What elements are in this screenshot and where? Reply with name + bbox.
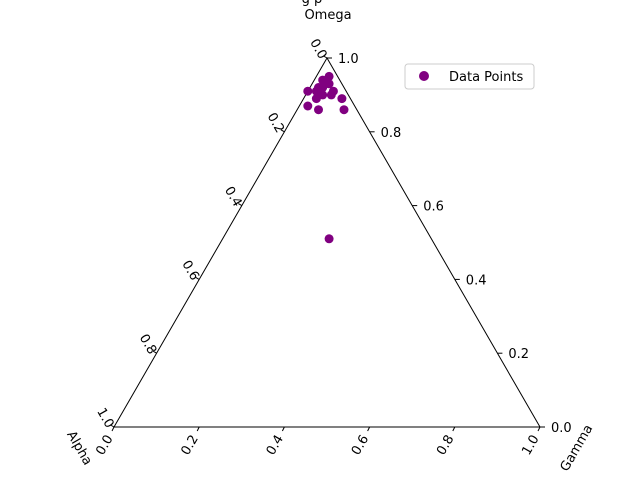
bottom-axis-ticks: 0.0 0.2 0.4 0.6 0.8 1.0 — [93, 426, 543, 458]
data-point — [303, 86, 313, 96]
axis-label-omega: Omega — [304, 8, 351, 23]
data-point — [314, 105, 323, 115]
left-tick-mark — [323, 55, 328, 59]
bottom-tick-label: 1.0 — [519, 433, 542, 458]
bottom-tick-mark — [111, 426, 115, 432]
bottom-tick-mark — [537, 426, 541, 432]
bottom-tick-label: 0.6 — [349, 433, 372, 458]
bottom-tick-mark — [367, 426, 371, 432]
left-tick-mark — [152, 350, 157, 354]
data-point — [311, 86, 321, 96]
bottom-tick-label: 0.2 — [179, 433, 202, 458]
left-tick-label: 1.0 — [93, 406, 116, 431]
bottom-tick-label: 0.8 — [434, 433, 457, 458]
left-tick-mark — [280, 129, 285, 133]
data-point — [303, 101, 313, 111]
ternary-triangle — [113, 56, 541, 428]
data-point — [339, 105, 349, 115]
left-tick-label: 0.2 — [264, 110, 287, 135]
legend-box — [404, 63, 535, 90]
left-axis-ticks: 0.0 0.2 0.4 0.6 0.8 1.0 — [93, 37, 329, 431]
bottom-tick-mark — [196, 426, 200, 432]
axis-label-alpha: Alpha — [63, 428, 94, 468]
bottom-tick-label: 0.4 — [264, 433, 287, 458]
data-point — [337, 94, 347, 104]
chart-title-partial: g p — [302, 0, 323, 7]
chart-title-group: g p — [302, 0, 323, 7]
left-tick-mark — [195, 276, 200, 280]
left-tick-mark — [238, 203, 243, 207]
legend-label: Data Points — [449, 70, 523, 85]
left-tick-label: 0.0 — [306, 37, 329, 62]
triangle-outline — [113, 56, 541, 428]
data-point — [324, 234, 334, 244]
data-points — [303, 71, 349, 244]
right-tick-label: 0.2 — [508, 347, 529, 362]
right-tick-label: 0.4 — [466, 273, 487, 288]
bottom-tick-mark — [452, 426, 456, 432]
bottom-tick-mark — [281, 426, 285, 432]
data-point — [311, 94, 321, 104]
legend-marker — [419, 71, 429, 81]
right-tick-label: 0.0 — [551, 421, 572, 436]
data-point — [328, 86, 338, 96]
left-tick-label: 0.4 — [221, 184, 244, 209]
left-tick-label: 0.8 — [136, 332, 159, 357]
left-tick-label: 0.6 — [178, 258, 201, 283]
bottom-tick-label: 0.0 — [93, 433, 116, 458]
right-tick-label: 0.8 — [381, 126, 402, 141]
left-tick-mark — [110, 424, 115, 428]
right-tick-label: 1.0 — [338, 52, 359, 67]
legend: Data Points — [404, 63, 535, 90]
right-tick-label: 0.6 — [423, 200, 444, 215]
right-axis-ticks: 0.0 0.2 0.4 0.6 0.8 1.0 — [327, 52, 572, 436]
